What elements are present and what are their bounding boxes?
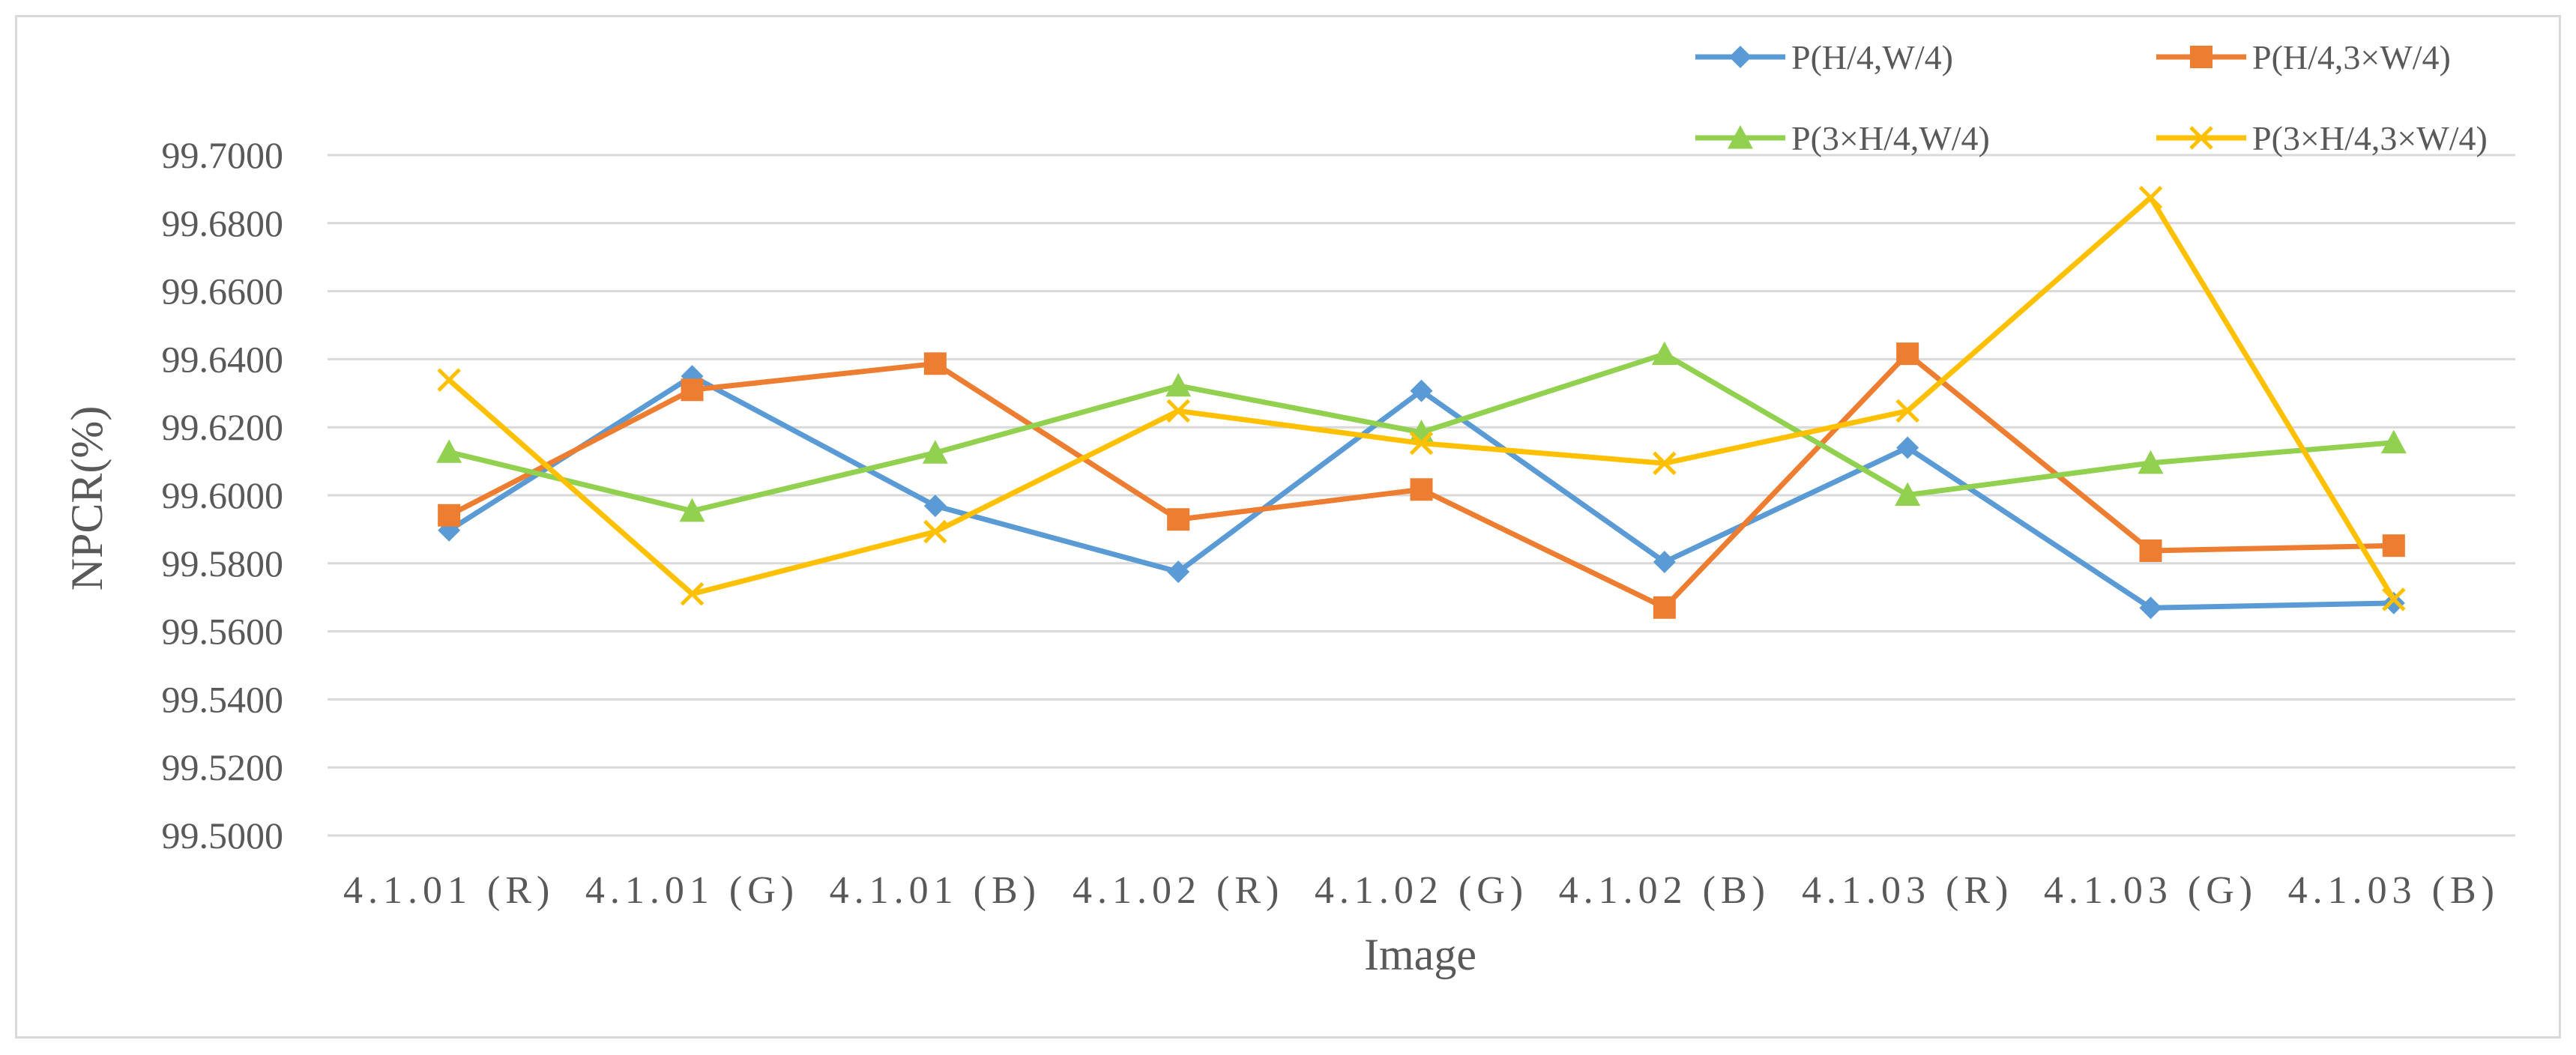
legend-item: P(H/4,W/4): [1695, 38, 1953, 76]
x-tick-label: 4.1.01 (G): [585, 869, 799, 912]
x-tick-label: 4.1.02 (R): [1073, 869, 1284, 912]
y-tick-label: 99.6600: [162, 270, 284, 312]
data-point: [437, 368, 461, 392]
y-tick-label: 99.5000: [162, 814, 284, 856]
data-point: [1895, 482, 1921, 506]
legend-label: P(3×H/4,3×W/4): [2252, 119, 2488, 157]
legend-label: P(H/4,3×W/4): [2252, 38, 2451, 76]
data-point: [2138, 450, 2164, 474]
y-tick-label: 99.5800: [162, 542, 284, 584]
x-tick-label: 4.1.03 (G): [2044, 869, 2257, 912]
legend-label: P(3×H/4,W/4): [1791, 119, 1990, 157]
x-tick-label: 4.1.02 (G): [1315, 869, 1528, 912]
y-tick-label: 99.5200: [162, 746, 284, 788]
y-axis-ticks: 99.5000 99.5200 99.5400 99.5600 99.5800 99.60…: [162, 134, 284, 856]
data-point: [1651, 341, 1677, 366]
x-tick-label: 4.1.02 (B): [1559, 869, 1770, 912]
data-point: [438, 504, 461, 527]
y-tick-label: 99.6800: [162, 202, 284, 244]
data-point: [1653, 550, 1676, 573]
x-tick-label: 4.1.03 (R): [1802, 869, 2013, 912]
data-point: [2139, 539, 2162, 563]
data-point: [1410, 379, 1433, 402]
data-point: [2382, 591, 2405, 614]
data-point: [680, 581, 705, 606]
legend-item: P(3×H/4,3×W/4): [2156, 119, 2488, 157]
series-2: [438, 342, 2405, 619]
x-tick-label: 4.1.01 (R): [343, 869, 555, 912]
legend-marker: [2189, 126, 2213, 150]
legend-marker: [2190, 46, 2212, 68]
data-point: [1653, 596, 1676, 619]
data-point: [1167, 560, 1190, 584]
legend-marker: [1728, 125, 1753, 149]
y-tick-label: 99.6200: [162, 406, 284, 448]
y-axis-title: NPCR(%): [62, 406, 112, 591]
data-point: [1896, 436, 1919, 459]
legend: P(H/4,W/4) P(H/4,3×W/4) P(3×H/4,W/4) P(3×H/…: [1695, 38, 2488, 157]
data-point: [1410, 478, 1433, 501]
data-point: [1165, 372, 1192, 397]
y-tick-label: 99.5400: [162, 678, 284, 720]
data-point: [679, 498, 705, 522]
data-point: [923, 519, 947, 544]
data-point: [681, 378, 704, 402]
chart-frame: [15, 15, 2561, 1039]
x-tick-label: 4.1.01 (B): [830, 869, 1041, 912]
y-tick-label: 99.6400: [162, 338, 284, 380]
gridlines: [328, 154, 2515, 837]
y-tick-label: 99.5600: [162, 611, 284, 653]
data-point: [2380, 429, 2407, 454]
y-tick-label: 99.6000: [162, 474, 284, 516]
data-point: [1167, 508, 1190, 531]
series-4: [437, 185, 2406, 611]
data-point: [1896, 342, 1919, 366]
series-1: [438, 365, 2405, 620]
x-axis-ticks: 4.1.01 (R) 4.1.01 (G) 4.1.01 (B) 4.1.02 (R)…: [343, 869, 2500, 912]
data-point: [2382, 587, 2406, 611]
data-point: [2139, 596, 2162, 620]
data-point: [2382, 534, 2405, 557]
data-point: [436, 439, 462, 463]
data-point: [923, 352, 947, 375]
data-point: [922, 440, 948, 464]
x-axis-title: Image: [1364, 930, 1476, 979]
legend-label: P(H/4,W/4): [1791, 38, 1953, 76]
x-tick-label: 4.1.03 (B): [2288, 869, 2500, 912]
legend-item: P(3×H/4,W/4): [1695, 119, 1990, 157]
data-point: [2138, 185, 2163, 210]
legend-marker: [1729, 46, 1752, 68]
series-layer: [436, 185, 2407, 620]
legend-item: P(H/4,3×W/4): [2156, 38, 2451, 76]
data-point: [1653, 451, 1677, 476]
data-point: [1895, 399, 1919, 423]
data-point: [923, 495, 947, 518]
data-point: [1409, 431, 1434, 456]
data-point: [1166, 399, 1190, 423]
y-tick-label: 99.7000: [162, 134, 284, 176]
